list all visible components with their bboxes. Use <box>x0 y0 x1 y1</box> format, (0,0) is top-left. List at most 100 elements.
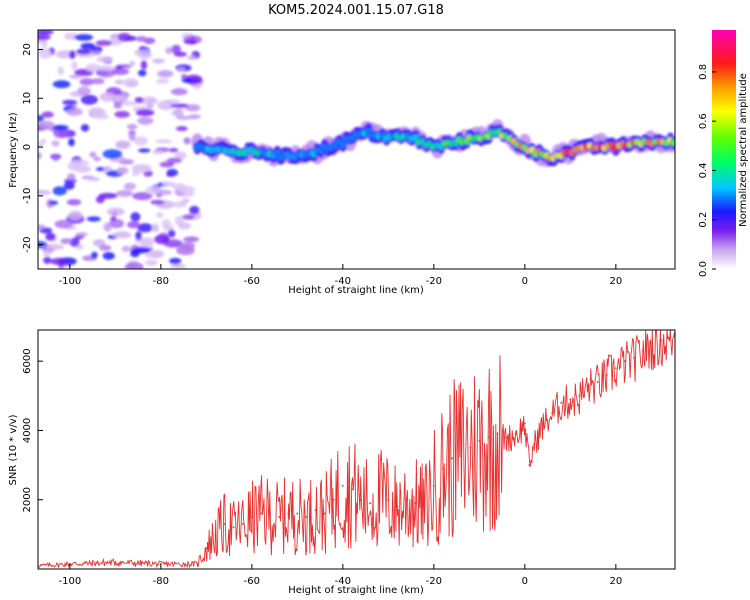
snr-data-point <box>287 512 290 515</box>
snr-data-point <box>487 436 490 439</box>
noise-blob <box>71 60 78 71</box>
colorbar-gradient <box>712 30 736 269</box>
noise-blob <box>93 156 101 162</box>
noise-blob <box>43 256 52 264</box>
snr-data-point <box>332 498 335 501</box>
snr-data-point <box>396 505 399 508</box>
snr-plot-area <box>38 330 675 569</box>
noise-blob <box>54 219 74 229</box>
noise-blob <box>91 51 102 56</box>
noise-blob <box>52 186 67 196</box>
snr-data-point <box>360 498 362 501</box>
snr-data-point <box>660 339 663 342</box>
colorbar-tick-label: 0.0 <box>698 261 709 277</box>
noise-blob <box>140 96 158 106</box>
noise-blob <box>85 63 100 72</box>
noise-blob <box>135 109 155 117</box>
noise-blob <box>183 39 198 45</box>
snr-data-point <box>451 457 453 460</box>
spectrogram-frame <box>37 29 676 270</box>
noise-blob <box>57 66 64 76</box>
snr-data-point <box>369 502 372 505</box>
snr-data-point <box>387 498 390 501</box>
snr-data-point <box>624 360 626 363</box>
noise-blob <box>121 245 131 253</box>
spectrogram-plot-area <box>38 30 675 269</box>
noise-blob <box>165 46 173 55</box>
noise-blob <box>52 153 59 162</box>
noise-blob <box>131 164 152 173</box>
noise-blob <box>69 50 76 60</box>
spectrogram-x-label: Height of straight line (km) <box>288 285 424 296</box>
noise-blob <box>40 138 47 144</box>
noise-blob <box>152 58 165 64</box>
noise-blob <box>175 126 188 132</box>
noise-blob <box>133 263 144 269</box>
noise-blob <box>99 244 112 251</box>
snr-data-point <box>505 436 508 439</box>
noise-blob <box>161 181 176 187</box>
noise-blob <box>137 223 154 233</box>
noise-blob <box>130 248 140 258</box>
noise-blob <box>67 210 83 221</box>
snr-data-point <box>560 401 563 404</box>
spectrogram-x-axis: -100 -80 -60 -40 -20 0 20 <box>58 264 622 287</box>
snr-data-point <box>223 523 226 525</box>
noise-blob <box>38 47 49 53</box>
noise-blob <box>167 229 176 238</box>
noise-blob <box>115 190 134 197</box>
noise-blob <box>173 107 184 118</box>
snr-data-point <box>614 367 617 370</box>
noise-blob <box>114 110 130 118</box>
noise-blob <box>161 219 171 229</box>
noise-blob <box>157 69 174 78</box>
noise-blob <box>140 60 148 70</box>
noise-blob <box>62 99 78 106</box>
noise-blob <box>66 173 76 181</box>
snr-y-label: SNR (10 * v/v) <box>8 414 19 485</box>
noise-blob <box>182 214 195 220</box>
snr-data-point <box>542 422 544 425</box>
noise-blob <box>53 128 70 139</box>
snr-data-point <box>232 526 235 529</box>
y-tick-label: 0 <box>22 144 33 150</box>
snr-data-point <box>523 422 526 425</box>
noise-blob <box>116 166 129 175</box>
noise-blob <box>50 257 70 266</box>
noise-blob <box>170 88 188 96</box>
snr-data-point <box>214 533 217 536</box>
snr-data-point <box>314 509 317 512</box>
noise-blob <box>168 147 179 153</box>
noise-blob <box>137 69 147 77</box>
x-tick-label: -100 <box>58 576 81 587</box>
ridge-core <box>670 139 675 146</box>
noise-blob <box>96 56 114 63</box>
x-tick-label: -60 <box>244 276 260 287</box>
colorbar-tick-label: 0.6 <box>698 113 709 129</box>
noise-blob <box>96 65 115 71</box>
noise-blob <box>192 84 202 89</box>
x-tick-label: -40 <box>335 576 351 587</box>
noise-blob <box>80 42 96 50</box>
noise-blob <box>157 103 170 109</box>
y-tick-label: 4000 <box>22 418 33 443</box>
noise-blob <box>38 120 55 130</box>
noise-blob <box>52 80 71 89</box>
noise-blob <box>181 198 190 203</box>
y-tick-label: -20 <box>22 236 33 252</box>
snr-data-point <box>405 498 408 501</box>
colorbar-tick-label: 0.2 <box>698 212 709 228</box>
noise-blob <box>77 86 91 96</box>
noise-blob <box>150 249 165 258</box>
noise-blob <box>86 216 101 222</box>
noise-blob <box>177 185 196 194</box>
noise-blob <box>174 151 187 160</box>
noise-blob <box>80 124 90 132</box>
snr-data-point <box>378 495 381 498</box>
noise-blob <box>178 222 192 230</box>
snr-data-point <box>423 505 426 508</box>
noise-blob <box>132 192 153 201</box>
snr-data-point <box>250 516 253 518</box>
